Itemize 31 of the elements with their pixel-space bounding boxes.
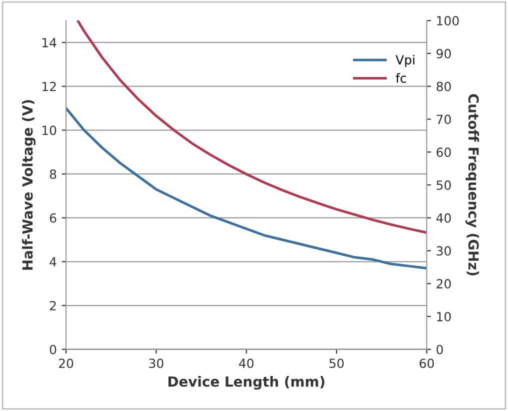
x-tick-label: 30 [149, 358, 164, 368]
legend-label: fc [396, 73, 406, 83]
line-series [66, 106, 427, 270]
y-tick-label: 14 [42, 38, 56, 48]
y2-tick-label: 0 [436, 344, 443, 354]
y2-tick-label: 30 [436, 246, 451, 256]
y2-tick-label: 40 [436, 213, 451, 223]
line-series [76, 20, 427, 234]
x-tick-label: 20 [59, 358, 74, 368]
y-tick-label: 6 [50, 213, 56, 223]
y-tick-label: 2 [50, 300, 56, 310]
y-tick-label: 4 [50, 257, 56, 266]
y-tick-label: 8 [50, 169, 56, 179]
y2-tick-label: 10 [437, 312, 451, 322]
x-axis-title: Device Length (mm) [168, 376, 324, 390]
y-tick-label: 0 [50, 344, 56, 354]
y2-tick-label: 100 [437, 16, 459, 26]
y-tick-label: 12 [42, 82, 56, 92]
x-tick-label: 60 [420, 358, 434, 368]
y2-tick-label: 70 [436, 114, 451, 124]
y2-tick-label: 50 [436, 180, 451, 190]
x-tick-label: 40 [239, 358, 254, 368]
y2-axis-title: Cutoff Frequency (GHz) [466, 94, 480, 276]
y-axis-title: Half-Wave Voltage (V) [22, 100, 36, 270]
y2-tick-label: 80 [436, 82, 451, 92]
y2-tick-label: 60 [436, 148, 451, 157]
legend-label: Vpi [396, 54, 414, 67]
y2-tick-label: 20 [436, 279, 451, 289]
y-tick-label: 10 [42, 126, 56, 136]
y2-tick-label: 90 [436, 48, 451, 58]
x-tick-label: 50 [330, 358, 344, 368]
